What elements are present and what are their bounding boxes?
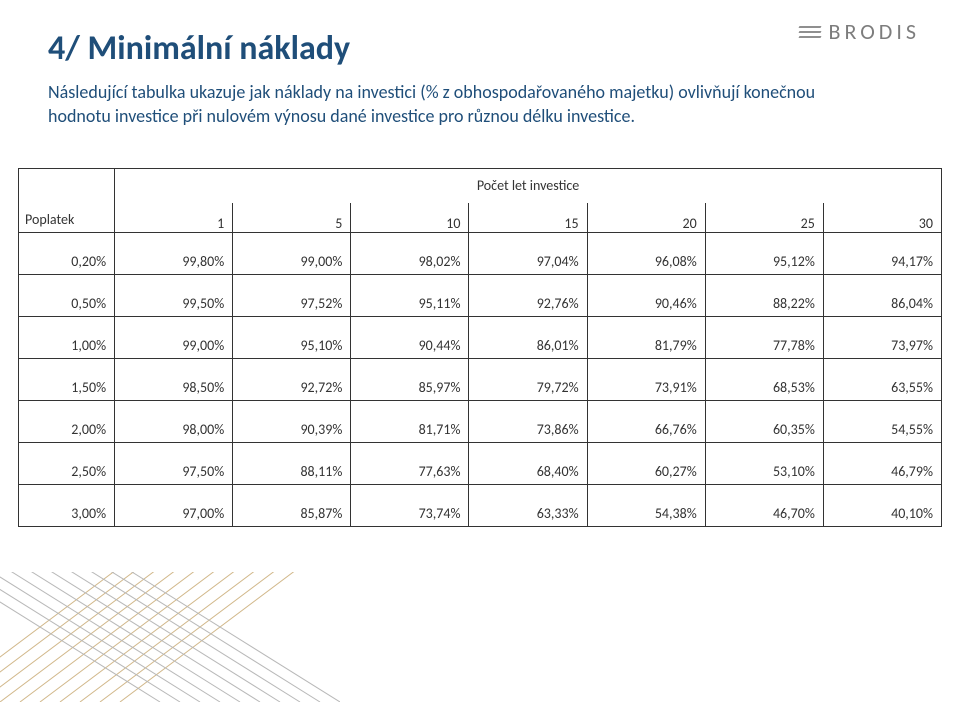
row-label: 1,00% bbox=[19, 317, 115, 359]
cell: 97,00% bbox=[115, 485, 233, 527]
table-row: 2,50% 97,50% 88,11% 77,63% 68,40% 60,27%… bbox=[19, 443, 942, 485]
cell: 99,00% bbox=[115, 317, 233, 359]
cell: 60,27% bbox=[587, 443, 705, 485]
cell: 85,87% bbox=[233, 485, 351, 527]
cell: 46,70% bbox=[705, 485, 823, 527]
cell: 98,02% bbox=[351, 233, 469, 275]
cell: 73,74% bbox=[351, 485, 469, 527]
cell: 54,55% bbox=[823, 401, 941, 443]
row-label: 3,00% bbox=[19, 485, 115, 527]
investment-table: Poplatek Počet let investice 1 5 10 15 2… bbox=[18, 168, 942, 527]
cell: 97,52% bbox=[233, 275, 351, 317]
year-col: 20 bbox=[587, 203, 705, 233]
year-col: 25 bbox=[705, 203, 823, 233]
cell: 81,79% bbox=[587, 317, 705, 359]
cell: 98,50% bbox=[115, 359, 233, 401]
cell: 95,11% bbox=[351, 275, 469, 317]
cell: 86,01% bbox=[469, 317, 587, 359]
row-label-header: Poplatek bbox=[25, 211, 74, 228]
row-label: 2,50% bbox=[19, 443, 115, 485]
cell: 46,79% bbox=[823, 443, 941, 485]
cell: 73,86% bbox=[469, 401, 587, 443]
cell: 54,38% bbox=[587, 485, 705, 527]
table-row: 2,00% 98,00% 90,39% 81,71% 73,86% 66,76%… bbox=[19, 401, 942, 443]
row-label: 0,50% bbox=[19, 275, 115, 317]
cell: 92,72% bbox=[233, 359, 351, 401]
cell: 40,10% bbox=[823, 485, 941, 527]
cell: 98,00% bbox=[115, 401, 233, 443]
row-label: 2,00% bbox=[19, 401, 115, 443]
cell: 66,76% bbox=[587, 401, 705, 443]
year-col: 30 bbox=[823, 203, 941, 233]
row-label: 1,50% bbox=[19, 359, 115, 401]
year-col: 5 bbox=[233, 203, 351, 233]
table-header-years: 1 5 10 15 20 25 30 bbox=[19, 203, 942, 233]
year-col: 1 bbox=[115, 203, 233, 233]
table-row: 0,20% 99,80% 99,00% 98,02% 97,04% 96,08%… bbox=[19, 233, 942, 275]
cell: 94,17% bbox=[823, 233, 941, 275]
cell: 79,72% bbox=[469, 359, 587, 401]
cell: 95,10% bbox=[233, 317, 351, 359]
cell: 53,10% bbox=[705, 443, 823, 485]
table-header-group: Poplatek Počet let investice bbox=[19, 169, 942, 203]
brand-logo: BRODIS bbox=[799, 18, 920, 45]
cell: 73,91% bbox=[587, 359, 705, 401]
cell: 63,55% bbox=[823, 359, 941, 401]
cell: 60,35% bbox=[705, 401, 823, 443]
year-col: 15 bbox=[469, 203, 587, 233]
logo-mark-icon bbox=[799, 26, 821, 38]
intro-paragraph: Následující tabulka ukazuje jak náklady … bbox=[48, 80, 828, 129]
cell: 90,44% bbox=[351, 317, 469, 359]
cell: 68,53% bbox=[705, 359, 823, 401]
cell: 77,78% bbox=[705, 317, 823, 359]
cell: 86,04% bbox=[823, 275, 941, 317]
cell: 96,08% bbox=[587, 233, 705, 275]
cell: 90,46% bbox=[587, 275, 705, 317]
cell: 63,33% bbox=[469, 485, 587, 527]
cell: 92,76% bbox=[469, 275, 587, 317]
cell: 99,50% bbox=[115, 275, 233, 317]
cell: 88,22% bbox=[705, 275, 823, 317]
year-col: 10 bbox=[351, 203, 469, 233]
cell: 73,97% bbox=[823, 317, 941, 359]
cell: 97,50% bbox=[115, 443, 233, 485]
cell: 97,04% bbox=[469, 233, 587, 275]
brand-name: BRODIS bbox=[829, 18, 920, 45]
cell: 99,80% bbox=[115, 233, 233, 275]
corner-hatch-icon bbox=[0, 572, 340, 702]
cell: 88,11% bbox=[233, 443, 351, 485]
page-title: 4/ Minimální náklady bbox=[48, 28, 350, 69]
table-row: 1,00% 99,00% 95,10% 90,44% 86,01% 81,79%… bbox=[19, 317, 942, 359]
cell: 85,97% bbox=[351, 359, 469, 401]
row-label: 0,20% bbox=[19, 233, 115, 275]
cell: 90,39% bbox=[233, 401, 351, 443]
cell: 99,00% bbox=[233, 233, 351, 275]
cell: 77,63% bbox=[351, 443, 469, 485]
cell: 68,40% bbox=[469, 443, 587, 485]
table-row: 0,50% 99,50% 97,52% 95,11% 92,76% 90,46%… bbox=[19, 275, 942, 317]
group-header: Počet let investice bbox=[115, 169, 942, 203]
cell: 81,71% bbox=[351, 401, 469, 443]
table-row: 1,50% 98,50% 92,72% 85,97% 79,72% 73,91%… bbox=[19, 359, 942, 401]
table-row: 3,00% 97,00% 85,87% 73,74% 63,33% 54,38%… bbox=[19, 485, 942, 527]
cell: 95,12% bbox=[705, 233, 823, 275]
